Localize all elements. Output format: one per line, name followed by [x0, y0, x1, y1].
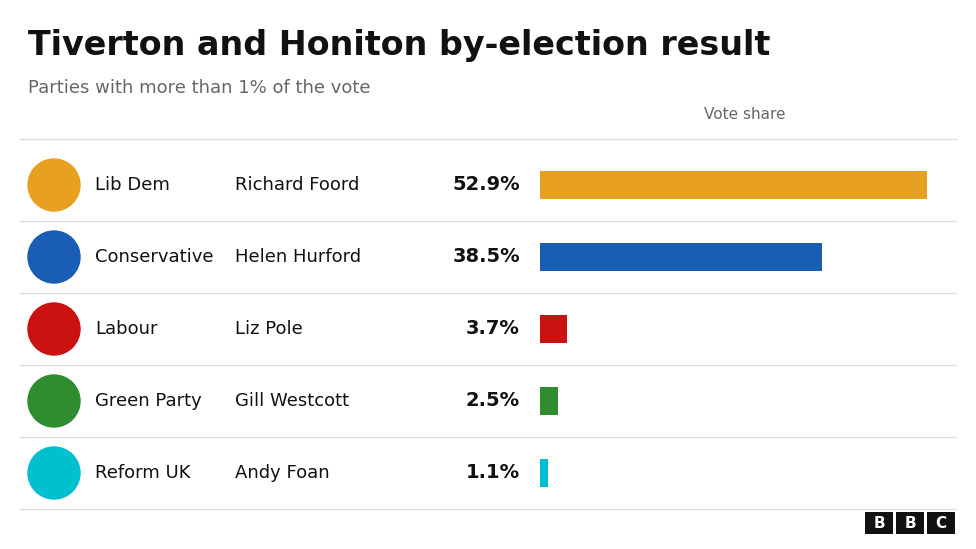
Text: Andy Foan: Andy Foan: [235, 464, 330, 482]
Text: B: B: [904, 516, 915, 530]
Text: Reform UK: Reform UK: [95, 464, 190, 482]
Bar: [540, 243, 822, 271]
Text: Gill Westcott: Gill Westcott: [235, 392, 349, 410]
Text: Lib Dem: Lib Dem: [95, 176, 170, 194]
Text: C: C: [935, 516, 947, 530]
Bar: [540, 459, 549, 487]
Circle shape: [28, 447, 80, 499]
Bar: [865, 512, 893, 534]
Circle shape: [28, 303, 80, 355]
Text: 38.5%: 38.5%: [452, 248, 520, 266]
Text: Labour: Labour: [95, 320, 157, 338]
Circle shape: [28, 159, 80, 211]
Circle shape: [28, 231, 80, 283]
Bar: [896, 512, 924, 534]
Circle shape: [28, 375, 80, 427]
Text: Richard Foord: Richard Foord: [235, 176, 359, 194]
Text: 1.1%: 1.1%: [466, 463, 520, 483]
Text: Liz Pole: Liz Pole: [235, 320, 303, 338]
Bar: [540, 387, 558, 415]
Text: 3.7%: 3.7%: [467, 320, 520, 339]
Text: 52.9%: 52.9%: [452, 176, 520, 194]
Bar: [540, 315, 567, 343]
Text: 2.5%: 2.5%: [466, 391, 520, 411]
Text: Conservative: Conservative: [95, 248, 214, 266]
Text: Vote share: Vote share: [705, 107, 786, 122]
Text: Helen Hurford: Helen Hurford: [235, 248, 361, 266]
Text: Parties with more than 1% of the vote: Parties with more than 1% of the vote: [28, 79, 371, 97]
Text: Tiverton and Honiton by-election result: Tiverton and Honiton by-election result: [28, 29, 770, 62]
Text: Green Party: Green Party: [95, 392, 202, 410]
Bar: [927, 512, 955, 534]
Text: B: B: [874, 516, 885, 530]
Bar: [540, 171, 927, 199]
